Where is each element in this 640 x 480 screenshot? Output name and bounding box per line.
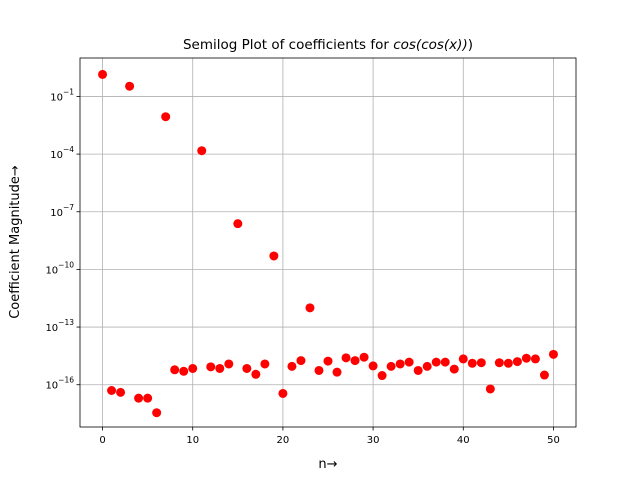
data-point [512, 357, 522, 367]
data-point [503, 358, 513, 368]
data-point [323, 356, 333, 366]
data-points [98, 69, 558, 418]
data-point [431, 357, 441, 367]
data-point [530, 354, 540, 364]
data-point [395, 359, 405, 369]
data-point [377, 371, 387, 381]
data-point [422, 361, 432, 371]
data-point [521, 353, 531, 363]
data-point [305, 303, 315, 313]
data-point [197, 146, 207, 156]
x-tick-label: 30 [367, 435, 380, 446]
data-point [206, 362, 216, 372]
data-point [278, 388, 288, 398]
y-tick-label: 10−1 [50, 87, 74, 103]
data-point [548, 349, 558, 359]
data-point [134, 393, 144, 403]
data-point [314, 365, 324, 375]
y-tick-label: 10−13 [45, 318, 74, 334]
data-point [287, 361, 297, 371]
data-point [143, 393, 153, 403]
y-axis-label: Coefficient Magnitude→ [8, 165, 23, 319]
data-point [449, 364, 459, 374]
data-point [161, 112, 171, 122]
data-point [179, 366, 189, 376]
data-point [125, 81, 135, 91]
chart-title-paren: ) [468, 37, 473, 53]
data-point [188, 363, 198, 373]
data-point [116, 387, 126, 397]
grid [80, 58, 576, 427]
x-tick-label: 0 [99, 435, 105, 446]
y-tick-label: 10−10 [45, 260, 74, 276]
x-tick-label: 40 [457, 435, 470, 446]
x-tick-label: 50 [547, 435, 560, 446]
data-point [440, 357, 450, 367]
data-point [98, 69, 108, 79]
data-point [107, 386, 117, 395]
data-point [386, 361, 396, 371]
y-tick-label: 10−7 [50, 203, 74, 219]
x-tick-label: 10 [186, 435, 199, 446]
data-point [233, 219, 243, 229]
data-point [341, 353, 351, 363]
plot-frame [79, 57, 577, 428]
data-point [242, 363, 252, 373]
data-point [296, 356, 306, 366]
data-point [368, 361, 378, 371]
chart-title: Semilog Plot of coefficients for cos(cos… [183, 37, 473, 53]
data-point [494, 358, 504, 368]
data-point [260, 359, 270, 369]
chart-title-math: cos(cos(x)) [393, 37, 468, 53]
data-point [332, 367, 342, 377]
chart-title-text: Semilog Plot of coefficients for [183, 37, 393, 53]
x-axis-ticks: 0 10 20 30 40 50 [99, 427, 560, 446]
y-axis-ticks: 10−16 10−13 10−10 10−7 10−4 10−1 [45, 87, 80, 392]
data-point [224, 359, 234, 369]
data-point [413, 365, 423, 375]
data-point [152, 408, 162, 418]
data-point [215, 363, 225, 373]
x-tick-label: 20 [277, 435, 290, 446]
data-point [476, 358, 486, 368]
data-point [359, 352, 369, 362]
data-point [485, 384, 495, 394]
y-tick-label: 10−16 [45, 376, 74, 392]
data-point [170, 365, 180, 375]
data-point [251, 369, 261, 379]
data-point [404, 357, 414, 367]
y-tick-label: 10−4 [50, 145, 74, 161]
data-point [467, 358, 477, 368]
data-point [539, 370, 549, 380]
x-axis-label: n→ [318, 457, 337, 472]
data-point [269, 251, 279, 261]
data-point [350, 356, 360, 366]
data-point [458, 354, 468, 364]
